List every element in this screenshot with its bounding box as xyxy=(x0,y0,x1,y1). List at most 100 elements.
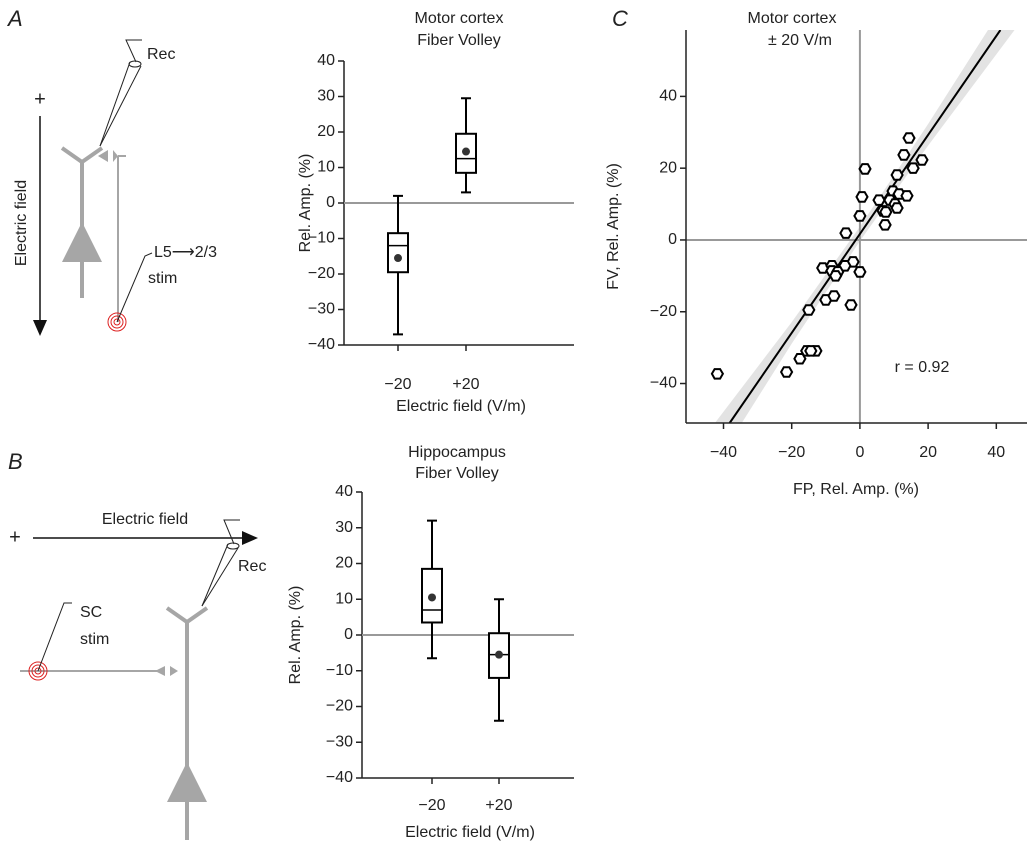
point xyxy=(872,194,886,206)
pipette-lead xyxy=(125,39,142,63)
chart-title: Hippocampus xyxy=(408,444,506,461)
y-tick-label: −40 xyxy=(326,769,353,786)
plus-sign: + xyxy=(34,88,46,110)
synapse xyxy=(170,666,178,676)
x-tick-label: −20 xyxy=(384,376,411,393)
point xyxy=(802,304,816,316)
point xyxy=(890,202,904,214)
point xyxy=(897,149,911,161)
y-tick-label: 30 xyxy=(335,519,353,536)
y-tick-label: 10 xyxy=(317,159,335,176)
neuron xyxy=(165,606,209,625)
whisker xyxy=(427,519,437,569)
point xyxy=(853,266,867,278)
field-label: Electric field xyxy=(13,180,30,266)
neuron xyxy=(60,146,104,165)
y-axis-label: Rel. Amp. (%) xyxy=(287,586,304,685)
chart-subtitle: ± 20 V/m xyxy=(768,32,832,49)
pipette-lead xyxy=(223,519,240,545)
point xyxy=(827,290,841,302)
y-tick-label: 40 xyxy=(335,483,353,500)
synapse xyxy=(98,150,108,162)
whisker xyxy=(461,172,471,194)
plus-sign: + xyxy=(9,526,21,548)
plot-area xyxy=(686,30,1027,423)
stim-electrode xyxy=(110,315,124,329)
stim-label: L5⟶2/3 xyxy=(154,244,217,261)
y-tick-label: 20 xyxy=(317,123,335,140)
point xyxy=(844,299,858,311)
point xyxy=(853,210,867,222)
point xyxy=(879,206,893,218)
x-axis-label: FP, Rel. Amp. (%) xyxy=(793,481,919,498)
y-tick-label: −20 xyxy=(650,303,677,320)
rec-label: Rec xyxy=(238,558,266,575)
x-tick-label: +20 xyxy=(452,376,479,393)
y-tick-label: 30 xyxy=(317,88,335,105)
point xyxy=(915,154,929,166)
point xyxy=(900,190,914,202)
mean xyxy=(428,593,436,602)
stim-electrode xyxy=(113,318,121,326)
synapse xyxy=(155,666,165,676)
whisker xyxy=(427,622,437,660)
point xyxy=(804,345,818,357)
diagram-a: + Electric field Rec L5⟶2/3 stim xyxy=(13,39,217,336)
pipette xyxy=(128,60,142,68)
pipette xyxy=(201,543,229,607)
stim-lead xyxy=(37,602,72,672)
field-label: Electric field xyxy=(102,511,188,528)
chart-title: Motor cortex xyxy=(415,10,504,27)
y-tick-label: 0 xyxy=(668,231,677,248)
fit-line xyxy=(728,30,1002,423)
panel-label: A xyxy=(6,6,23,31)
pipette xyxy=(226,542,240,550)
stim-electrode xyxy=(34,667,42,675)
point xyxy=(710,368,725,380)
stim-label: stim xyxy=(80,631,109,648)
x-tick-label: 20 xyxy=(919,444,937,461)
arrow-head xyxy=(33,320,47,336)
y-tick-label: −40 xyxy=(308,336,335,353)
chart-subtitle: Fiber Volley xyxy=(417,32,501,49)
panel-label: C xyxy=(612,6,628,31)
whisker xyxy=(494,677,504,722)
x-axis-label: Electric field (V/m) xyxy=(396,398,526,415)
x-axis-label: Electric field (V/m) xyxy=(405,824,535,841)
y-axis-label: FV, Rel. Amp. (%) xyxy=(605,163,622,290)
y-tick-label: −10 xyxy=(308,230,335,247)
whisker xyxy=(494,598,504,634)
whisker xyxy=(461,97,471,134)
point xyxy=(890,169,904,181)
mean xyxy=(495,650,503,659)
point xyxy=(829,270,843,282)
stim-label: SC xyxy=(80,604,102,621)
panel-label: B xyxy=(8,449,23,474)
stim-lead xyxy=(116,252,153,323)
pipette xyxy=(99,61,131,147)
point xyxy=(779,366,794,378)
synapse xyxy=(113,150,118,162)
mean xyxy=(462,147,470,156)
whisker xyxy=(393,194,403,234)
point xyxy=(855,191,869,203)
stim-label: stim xyxy=(148,270,177,287)
box xyxy=(387,232,409,274)
y-tick-label: −20 xyxy=(308,265,335,282)
stim-electrode xyxy=(28,661,48,681)
pipette xyxy=(99,65,142,147)
point xyxy=(906,162,920,174)
y-tick-label: 40 xyxy=(659,88,677,105)
confidence-band xyxy=(714,30,1015,423)
neuron xyxy=(62,222,102,262)
y-tick-label: 0 xyxy=(344,626,353,643)
y-tick-label: −30 xyxy=(308,301,335,318)
point xyxy=(839,227,853,239)
y-tick-label: −20 xyxy=(326,698,353,715)
whisker xyxy=(393,272,403,336)
point xyxy=(878,219,892,231)
x-tick-label: +20 xyxy=(485,797,512,814)
rec-label: Rec xyxy=(147,46,175,63)
neuron xyxy=(167,762,207,802)
